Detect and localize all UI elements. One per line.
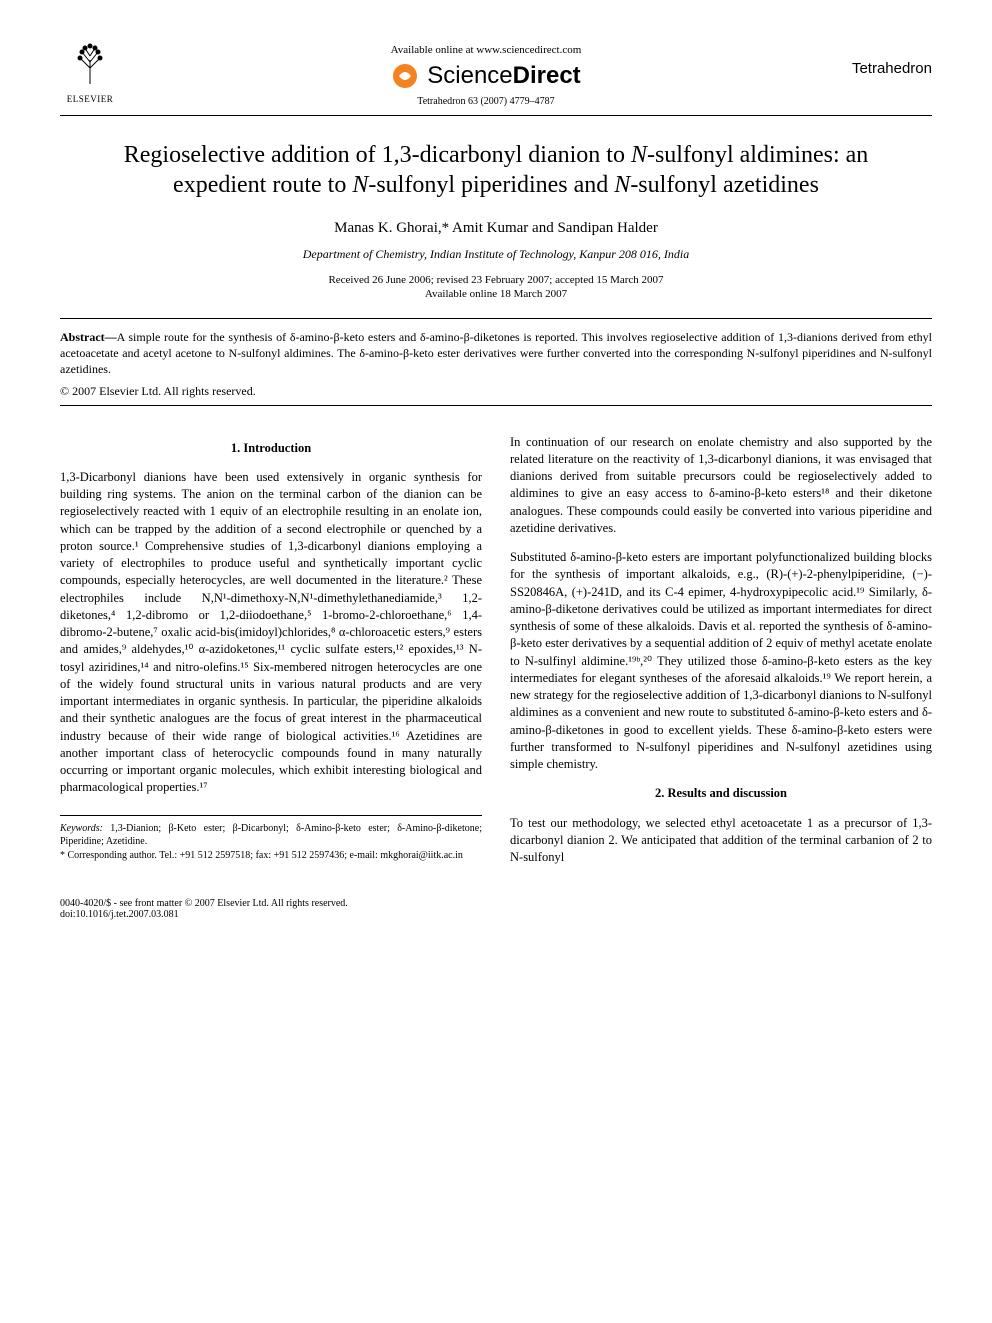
body-columns: 1. Introduction 1,3-Dicarbonyl dianions … [60,434,932,879]
available-online-date: Available online 18 March 2007 [60,288,932,300]
footer-left: 0040-4020/$ - see front matter © 2007 El… [60,898,348,920]
sciencedirect-logo: ScienceDirect [391,62,580,90]
publisher-name: ELSEVIER [67,94,114,104]
abstract-label: Abstract— [60,330,117,344]
keywords-text: 1,3-Dianion; β-Keto ester; β-Dicarbonyl;… [60,823,482,848]
abstract-rule-top [60,318,932,319]
section-introduction: 1. Introduction [60,440,482,457]
keywords-label: Keywords: [60,823,103,834]
right-paragraph-1: In continuation of our research on enola… [510,434,932,538]
elsevier-tree-icon [66,40,114,94]
abstract: Abstract—A simple route for the synthesi… [60,329,932,378]
header-center: Available online at www.sciencedirect.co… [120,44,852,107]
affiliation: Department of Chemistry, Indian Institut… [60,247,932,262]
sd-science: Science [427,62,512,89]
citation-text: Tetrahedron 63 (2007) 4779–4787 [417,96,554,107]
footnotes: Keywords: 1,3-Dianion; β-Keto ester; β-D… [60,815,482,863]
left-column: 1. Introduction 1,3-Dicarbonyl dianions … [60,434,482,879]
available-online-text: Available online at www.sciencedirect.co… [391,44,582,56]
article-title: Regioselective addition of 1,3-dicarbony… [100,140,892,200]
authors: Manas K. Ghorai,* Amit Kumar and Sandipa… [60,220,932,237]
sd-direct: Direct [513,62,581,89]
front-matter: 0040-4020/$ - see front matter © 2007 El… [60,898,348,909]
abstract-copyright: © 2007 Elsevier Ltd. All rights reserved… [60,384,932,399]
right-column: In continuation of our research on enola… [510,434,932,879]
intro-paragraph-1: 1,3-Dicarbonyl dianions have been used e… [60,469,482,797]
sciencedirect-text: ScienceDirect [427,62,580,90]
keywords-line: Keywords: 1,3-Dianion; β-Keto ester; β-D… [60,822,482,849]
dates-received: Received 26 June 2006; revised 23 Februa… [60,274,932,286]
right-paragraph-3: To test our methodology, we selected eth… [510,815,932,867]
header-rule [60,115,932,116]
doi: doi:10.1016/j.tet.2007.03.081 [60,909,348,920]
abstract-text: A simple route for the synthesis of δ-am… [60,330,932,376]
abstract-rule-bottom [60,405,932,406]
section-results: 2. Results and discussion [510,785,932,802]
corresponding-author: * Corresponding author. Tel.: +91 512 25… [60,849,482,863]
publisher-logo: ELSEVIER [60,40,120,104]
header-row: ELSEVIER Available online at www.science… [60,40,932,107]
right-paragraph-2: Substituted δ-amino-β-keto esters are im… [510,549,932,773]
footer: 0040-4020/$ - see front matter © 2007 El… [60,898,932,920]
journal-name: Tetrahedron [852,60,932,77]
sciencedirect-icon [391,62,419,90]
